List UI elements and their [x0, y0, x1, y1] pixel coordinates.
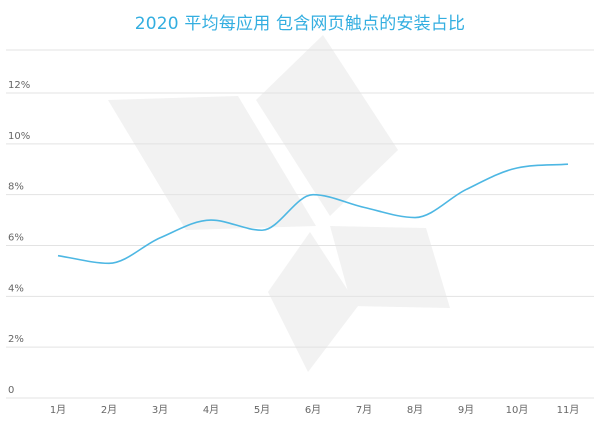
y-tick-label: 8% [8, 182, 24, 193]
watermark-shape-lower-left [268, 232, 358, 372]
x-tick-label: 6月 [305, 404, 321, 416]
watermark-shape-upper-left [108, 96, 316, 230]
y-tick-label: 0 [8, 385, 14, 396]
watermark-shape-lower-right [330, 226, 450, 308]
x-tick-label: 3月 [152, 404, 168, 416]
chart-title: 2020 平均每应用 包含网页触点的安装占比 [134, 14, 466, 34]
x-tick-label: 1月 [50, 404, 66, 416]
x-tick-label: 9月 [458, 404, 474, 416]
x-tick-label: 2月 [101, 404, 117, 416]
x-tick-label: 10月 [506, 404, 529, 416]
y-tick-label: 4% [8, 283, 24, 294]
x-tick-label: 7月 [356, 404, 372, 416]
y-tick-label: 10% [8, 131, 30, 142]
series-line [57, 163, 569, 265]
watermark-logo [108, 35, 450, 372]
y-axis-ticks: 0 2% 4% 6% 8% 10% 12% [8, 80, 30, 396]
y-tick-label: 6% [8, 233, 24, 244]
y-gridlines [6, 92, 594, 399]
x-tick-label: 11月 [557, 404, 580, 416]
y-tick-label: 12% [8, 80, 30, 91]
x-tick-label: 8月 [407, 404, 423, 416]
x-tick-label: 4月 [203, 404, 219, 416]
watermark-shape-upper-right [256, 35, 398, 216]
x-axis-ticks: 1月 2月 3月 4月 5月 6月 7月 8月 9月 10月 11月 [50, 404, 580, 416]
y-tick-label: 2% [8, 334, 24, 345]
x-tick-label: 5月 [254, 404, 270, 416]
